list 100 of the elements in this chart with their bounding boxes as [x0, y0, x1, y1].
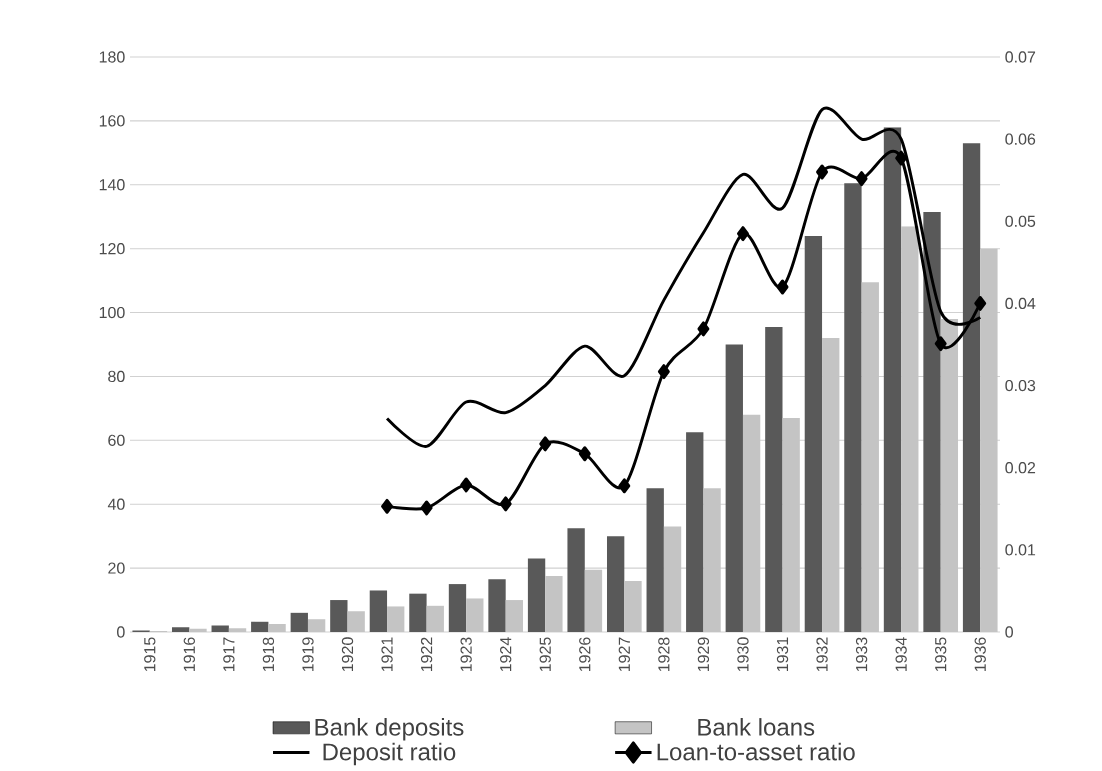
- y2-tick-label: 0: [1005, 626, 1013, 638]
- y-tick-label: 100: [99, 306, 125, 319]
- x-tick-label: 1923: [460, 637, 472, 672]
- point: [855, 171, 868, 187]
- x-tick-label: 1930: [737, 637, 749, 672]
- bar: [822, 338, 840, 632]
- point: [697, 321, 710, 337]
- x-tick-label: 1917: [223, 637, 235, 672]
- point: [934, 336, 947, 352]
- bar: [844, 183, 862, 632]
- bar: [584, 569, 603, 632]
- point: [460, 477, 473, 493]
- bar: [347, 611, 365, 632]
- x-tick-label: 1936: [974, 637, 986, 672]
- bar: [387, 606, 405, 632]
- x-tick-label: 1927: [618, 637, 630, 672]
- x-tick-label: 1920: [341, 637, 354, 672]
- bar: [980, 248, 998, 632]
- x-tick-label: 1921: [381, 637, 393, 672]
- x-tick-label: 1931: [776, 637, 789, 672]
- bar: [527, 558, 546, 632]
- x-tick-label: 1935: [935, 637, 947, 672]
- y2-tick-label: 0.02: [1005, 462, 1036, 474]
- bar: [307, 619, 326, 632]
- bar: [211, 625, 229, 632]
- y-tick-label: 160: [99, 115, 125, 127]
- y2-tick-label: 0.06: [1005, 133, 1036, 145]
- bar: [765, 326, 783, 632]
- y-tick-label: 40: [107, 498, 125, 510]
- x-tick-label: 1934: [895, 637, 907, 672]
- point: [816, 164, 829, 180]
- point: [618, 478, 631, 494]
- bar: [409, 593, 427, 632]
- bar: [228, 628, 247, 632]
- point: [657, 364, 670, 380]
- x-tick-label: 1929: [697, 637, 710, 672]
- x-tick-label: 1924: [500, 637, 512, 672]
- y-tick-label: 20: [108, 562, 125, 574]
- bar: [804, 235, 823, 632]
- bar: [742, 414, 761, 632]
- x-tick-label: 1932: [816, 637, 828, 672]
- bar: [686, 432, 704, 632]
- bar: [268, 624, 286, 632]
- bar: [940, 318, 959, 632]
- bar: [567, 528, 585, 632]
- bar: [466, 598, 484, 632]
- y-tick-label: 180: [99, 51, 125, 63]
- legend-label: Deposit ratio: [323, 742, 456, 766]
- y-tick-label: 140: [99, 179, 125, 191]
- bar: [189, 628, 207, 632]
- bar: [290, 612, 308, 632]
- bar: [663, 526, 682, 632]
- point: [776, 279, 789, 295]
- point: [895, 150, 908, 166]
- y-tick-label: 0: [117, 626, 125, 638]
- bar: [545, 576, 563, 632]
- bar: [624, 580, 642, 632]
- y-tick-label: 60: [108, 434, 125, 446]
- bar: [426, 605, 444, 632]
- bar: [606, 536, 625, 632]
- bar: [782, 417, 800, 632]
- bar: [488, 579, 506, 632]
- point: [736, 226, 749, 242]
- legend-label: Loan-to-asset ratio: [657, 742, 855, 761]
- x-tick-label: 1919: [302, 637, 314, 672]
- point: [420, 500, 433, 516]
- x-tick-label: 1916: [183, 637, 195, 672]
- bar: [703, 488, 721, 632]
- point: [974, 295, 987, 311]
- bar: [448, 584, 467, 632]
- point: [539, 436, 552, 452]
- bar: [171, 627, 190, 632]
- y2-tick-label: 0.05: [1005, 215, 1036, 227]
- bar: [883, 127, 902, 632]
- legend-label: Bank loans: [698, 718, 815, 736]
- bar: [330, 600, 348, 632]
- y2-tick-label: 0.07: [1005, 51, 1036, 63]
- x-tick-label: 1925: [539, 637, 551, 672]
- bar: [923, 211, 941, 632]
- y2-tick-label: 0.03: [1005, 379, 1036, 392]
- bar: [646, 488, 664, 632]
- x-tick-label: 1933: [855, 637, 868, 672]
- bar: [901, 226, 919, 632]
- point: [381, 498, 394, 514]
- bar: [861, 282, 879, 632]
- bar: [725, 344, 743, 632]
- x-tick-label: 1922: [420, 637, 433, 672]
- y2-tick-label: 0.01: [1005, 544, 1036, 556]
- y-tick-label: 120: [99, 243, 125, 255]
- bar: [962, 143, 981, 632]
- y-tick-label: 80: [108, 370, 125, 383]
- point: [578, 446, 591, 462]
- x-tick-label: 1928: [658, 637, 670, 672]
- point: [499, 496, 512, 512]
- x-tick-label: 1926: [579, 637, 591, 672]
- y2-tick-label: 0.04: [1005, 297, 1036, 310]
- bar: [505, 600, 524, 632]
- x-tick-label: 1918: [262, 637, 275, 672]
- bar: [251, 621, 269, 632]
- bar: [369, 590, 388, 632]
